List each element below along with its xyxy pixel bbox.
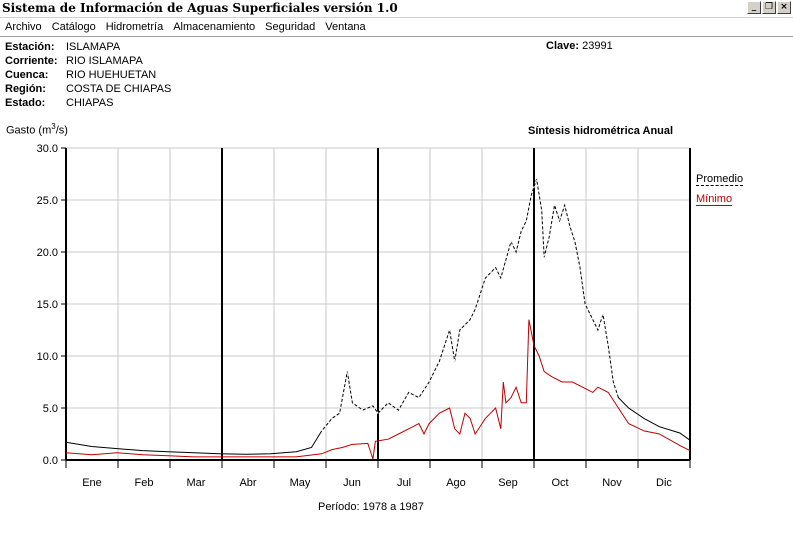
y-tick-label: 15.0 bbox=[37, 299, 58, 311]
clave-label: Clave: bbox=[546, 40, 580, 52]
minimize-button[interactable]: _ bbox=[747, 1, 761, 14]
periodo-label: Período: 1978 a 1987 bbox=[318, 501, 424, 513]
chart-legend: Promedio Mínimo bbox=[696, 169, 744, 209]
close-button[interactable]: × bbox=[777, 1, 791, 14]
x-tick-label: Feb bbox=[135, 477, 154, 489]
x-tick-label: Abr bbox=[239, 477, 256, 489]
y-tick-label: 10.0 bbox=[37, 351, 58, 363]
clave-value: 23991 bbox=[582, 40, 613, 52]
info-label: Estado: bbox=[5, 97, 46, 109]
title-bar: Sistema de Información de Aguas Superfic… bbox=[0, 0, 793, 18]
y-axis-label: Gasto (m3/s) bbox=[6, 122, 68, 137]
info-value: CHIAPAS bbox=[66, 97, 114, 109]
info-value: RIO HUEHUETAN bbox=[66, 69, 157, 81]
series-minimo-line bbox=[65, 319, 691, 460]
x-tick-label: Oct bbox=[551, 477, 568, 489]
menu-seguridad[interactable]: Seguridad bbox=[265, 21, 316, 33]
info-row-estacion: Estación: ISLAMAPA bbox=[5, 40, 171, 54]
menu-bar: Archivo Catálogo Hidrometría Almacenamie… bbox=[0, 18, 793, 37]
series-promedio-dash bbox=[321, 179, 619, 432]
menu-ventana[interactable]: Ventana bbox=[325, 21, 366, 33]
legend-promedio: Promedio bbox=[696, 173, 744, 186]
y-axis-label-prefix: Gasto (m bbox=[6, 124, 52, 137]
x-tick-label: Ago bbox=[446, 477, 466, 489]
info-row-cuenca: Cuenca: RIO HUEHUETAN bbox=[5, 68, 171, 82]
info-row-corriente: Corriente: RIO ISLAMAPA bbox=[5, 54, 171, 68]
y-tick-label: 25.0 bbox=[37, 195, 58, 207]
clave: Clave: 23991 bbox=[546, 40, 613, 52]
legend-minimo: Mínimo bbox=[696, 193, 733, 206]
menu-catalogo[interactable]: Catálogo bbox=[51, 21, 96, 33]
info-label: Estación: bbox=[5, 41, 55, 53]
x-tick-label: Sep bbox=[498, 477, 518, 489]
x-tick-label: Jul bbox=[397, 477, 411, 489]
y-tick-label: 20.0 bbox=[37, 247, 58, 259]
menu-hidrometria[interactable]: Hidrometría bbox=[105, 21, 164, 33]
info-value: COSTA DE CHIAPAS bbox=[66, 83, 172, 95]
y-axis-label-sup: 3 bbox=[51, 122, 56, 131]
info-row-region: Región: COSTA DE CHIAPAS bbox=[5, 82, 171, 96]
info-label: Corriente: bbox=[5, 55, 58, 67]
menu-almacenamiento[interactable]: Almacenamiento bbox=[173, 21, 256, 33]
window-controls: _ ❐ × bbox=[747, 1, 791, 14]
x-tick-label: Mar bbox=[187, 477, 206, 489]
y-axis-label-suffix: /s) bbox=[55, 124, 68, 137]
restore-button[interactable]: ❐ bbox=[762, 1, 776, 14]
info-value: ISLAMAPA bbox=[66, 41, 121, 53]
menu-archivo[interactable]: Archivo bbox=[5, 21, 42, 33]
y-tick-label: 30.0 bbox=[37, 143, 58, 155]
info-label: Región: bbox=[5, 83, 46, 95]
x-tick-label: Nov bbox=[602, 477, 622, 489]
info-value: RIO ISLAMAPA bbox=[66, 55, 143, 67]
x-tick-label: Ene bbox=[82, 477, 102, 489]
x-tick-label: May bbox=[290, 477, 311, 489]
window-title: Sistema de Información de Aguas Superfic… bbox=[2, 1, 398, 15]
x-tick-label: Jun bbox=[343, 477, 361, 489]
y-tick-label: 0.0 bbox=[43, 455, 58, 467]
info-row-estado: Estado: CHIAPAS bbox=[5, 96, 171, 110]
chart-title: Síntesis hidrométrica Anual bbox=[528, 125, 674, 137]
x-tick-label: Dic bbox=[656, 477, 672, 489]
station-info: Estación: ISLAMAPA Corriente: RIO ISLAMAPA… bbox=[5, 40, 171, 110]
info-label: Cuenca: bbox=[5, 69, 49, 81]
y-tick-label: 5.0 bbox=[43, 403, 58, 415]
